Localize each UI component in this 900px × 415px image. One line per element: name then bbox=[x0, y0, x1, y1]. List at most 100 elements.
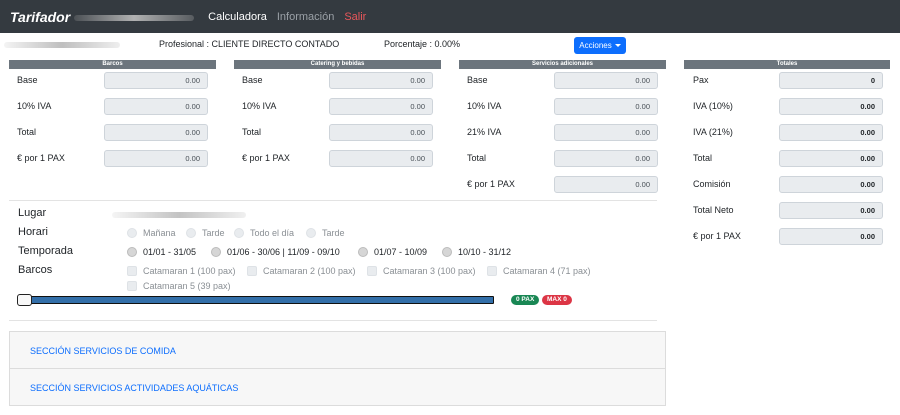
nav-informacion[interactable]: Información bbox=[276, 10, 335, 23]
checkbox-icon bbox=[127, 266, 137, 276]
option-label: Tarde bbox=[322, 228, 345, 238]
checkbox-catamaran-1[interactable]: Catamaran 1 (100 pax) bbox=[127, 266, 236, 276]
row-value: 0.00 bbox=[104, 124, 208, 141]
row-servicios-iva10: 10% IVA 0.00 bbox=[459, 98, 666, 116]
porcentaje-info: Porcentaje : 0.00% bbox=[384, 39, 461, 49]
row-value: 0.00 bbox=[554, 124, 658, 141]
option-label: Catamaran 4 (71 pax) bbox=[503, 266, 591, 276]
pax-count-badge: 0 PAX bbox=[511, 295, 540, 305]
checkbox-catamaran-3[interactable]: Catamaran 3 (100 pax) bbox=[367, 266, 476, 276]
option-label: 01/06 - 30/06 | 11/09 - 09/10 bbox=[227, 247, 340, 257]
row-totales-iva10: IVA (10%) 0.00 bbox=[684, 98, 890, 116]
checkbox-icon bbox=[367, 266, 377, 276]
row-value: 0.00 bbox=[104, 72, 208, 89]
option-label: 10/10 - 31/12 bbox=[458, 247, 512, 257]
row-value: 0.00 bbox=[329, 98, 433, 115]
nav-salir[interactable]: Salir bbox=[344, 10, 367, 23]
temporada-label: Temporada bbox=[18, 245, 74, 257]
option-label: Catamaran 2 (100 pax) bbox=[263, 266, 356, 276]
option-label: Tarde bbox=[202, 228, 225, 238]
option-label: Todo el día bbox=[250, 228, 295, 238]
panel-servicios: Servicios adicionales Base 0.00 10% IVA … bbox=[459, 60, 666, 193]
brand-title[interactable]: Tarifador bbox=[10, 8, 71, 25]
row-label: 21% IVA bbox=[467, 127, 502, 137]
radio-horari-tarde-2[interactable]: Tarde bbox=[306, 228, 345, 238]
row-value: 0.00 bbox=[779, 98, 883, 115]
pax-slider-track[interactable] bbox=[20, 296, 494, 304]
row-servicios-base: Base 0.00 bbox=[459, 72, 666, 90]
row-value: 0.00 bbox=[554, 150, 658, 167]
panel-catering-title: Catering y bebidas bbox=[234, 60, 441, 69]
row-label: Pax bbox=[693, 75, 709, 85]
divider bbox=[9, 320, 657, 321]
radio-horari-todo-dia[interactable]: Todo el día bbox=[234, 228, 294, 238]
row-label: € por 1 PAX bbox=[242, 153, 290, 163]
checkbox-icon bbox=[247, 266, 257, 276]
row-label: Total bbox=[693, 153, 713, 163]
row-totales-iva21: IVA (21%) 0.00 bbox=[684, 124, 890, 142]
row-label: 10% IVA bbox=[242, 101, 277, 111]
lugar-value-blurred bbox=[112, 212, 246, 218]
option-label: 01/07 - 10/09 bbox=[374, 247, 428, 257]
row-barcos-base: Base 0.00 bbox=[9, 72, 216, 90]
option-label: Catamaran 3 (100 pax) bbox=[383, 266, 476, 276]
checkbox-icon bbox=[487, 266, 497, 276]
option-label: Catamaran 1 (100 pax) bbox=[143, 266, 236, 276]
row-value: 0.00 bbox=[329, 150, 433, 167]
pax-max-badge: MAX 0 bbox=[542, 295, 572, 305]
caret-down-icon bbox=[614, 44, 621, 47]
row-label: Comisión bbox=[693, 179, 731, 189]
panel-totales-title: Totales bbox=[684, 60, 890, 69]
radio-circle-icon bbox=[442, 247, 452, 257]
row-barcos-iva10: 10% IVA 0.00 bbox=[9, 98, 216, 116]
nav-calculadora[interactable]: Calculadora bbox=[208, 10, 267, 23]
radio-horari-tarde[interactable]: Tarde bbox=[186, 228, 225, 238]
row-totales-neto: Total Neto 0.00 bbox=[684, 202, 890, 220]
row-label: Total bbox=[242, 127, 262, 137]
row-label: € por 1 PAX bbox=[693, 231, 741, 241]
panel-totales: Totales Pax 0 IVA (10%) 0.00 IVA (21%) 0… bbox=[684, 60, 890, 245]
option-label: Catamaran 5 (39 pax) bbox=[143, 281, 231, 291]
panel-barcos-title: Barcos bbox=[9, 60, 216, 69]
row-catering-total: Total 0.00 bbox=[234, 124, 441, 142]
radio-circle-icon bbox=[358, 247, 368, 257]
radio-circle-icon bbox=[127, 247, 137, 257]
row-totales-por-pax: € por 1 PAX 0.00 bbox=[684, 228, 890, 246]
radio-circle-icon bbox=[127, 228, 137, 238]
radio-circle-icon bbox=[306, 228, 316, 238]
option-label: 01/01 - 31/05 bbox=[143, 247, 197, 257]
row-label: Base bbox=[17, 75, 38, 85]
radio-temporada-1[interactable]: 01/01 - 31/05 bbox=[127, 247, 196, 257]
radio-horari-manana[interactable]: Mañana bbox=[127, 228, 176, 238]
radio-temporada-3[interactable]: 01/07 - 10/09 bbox=[358, 247, 427, 257]
section-title[interactable]: SECCIÓN SERVICIOS DE COMIDA bbox=[30, 346, 176, 356]
row-catering-base: Base 0.00 bbox=[234, 72, 441, 90]
profesional-info: Profesional : CLIENTE DIRECTO CONTADO bbox=[159, 39, 340, 49]
row-value: 0.00 bbox=[104, 98, 208, 115]
row-totales-pax: Pax 0 bbox=[684, 72, 890, 90]
row-totales-total: Total 0.00 bbox=[684, 150, 890, 168]
section-title[interactable]: SECCIÓN SERVICIOS ACTIVIDADES AQUÁTICAS bbox=[30, 383, 239, 393]
section-servicios-comida[interactable]: SECCIÓN SERVICIOS DE COMIDA bbox=[9, 331, 666, 369]
row-value: 0.00 bbox=[104, 150, 208, 167]
checkbox-catamaran-5[interactable]: Catamaran 5 (39 pax) bbox=[127, 281, 231, 291]
pax-slider-handle[interactable] bbox=[17, 294, 32, 306]
row-label: IVA (21%) bbox=[693, 127, 733, 137]
row-label: € por 1 PAX bbox=[17, 153, 65, 163]
row-barcos-total: Total 0.00 bbox=[9, 124, 216, 142]
radio-temporada-4[interactable]: 10/10 - 31/12 bbox=[442, 247, 511, 257]
row-servicios-pax: € por 1 PAX 0.00 bbox=[459, 176, 666, 194]
row-label: € por 1 PAX bbox=[467, 179, 515, 189]
checkbox-catamaran-2[interactable]: Catamaran 2 (100 pax) bbox=[247, 266, 356, 276]
row-label: Base bbox=[242, 75, 263, 85]
user-name-blurred bbox=[4, 42, 120, 48]
acciones-dropdown-button[interactable]: Acciones bbox=[574, 37, 626, 54]
row-label: Total Neto bbox=[693, 205, 734, 215]
checkbox-catamaran-4[interactable]: Catamaran 4 (71 pax) bbox=[487, 266, 591, 276]
section-actividades-aquaticas[interactable]: SECCIÓN SERVICIOS ACTIVIDADES AQUÁTICAS bbox=[9, 368, 666, 406]
radio-temporada-2[interactable]: 01/06 - 30/06 | 11/09 - 09/10 bbox=[211, 247, 340, 257]
row-value: 0.00 bbox=[779, 124, 883, 141]
row-label: Total bbox=[17, 127, 37, 137]
radio-circle-icon bbox=[234, 228, 244, 238]
lugar-label: Lugar bbox=[18, 207, 47, 219]
